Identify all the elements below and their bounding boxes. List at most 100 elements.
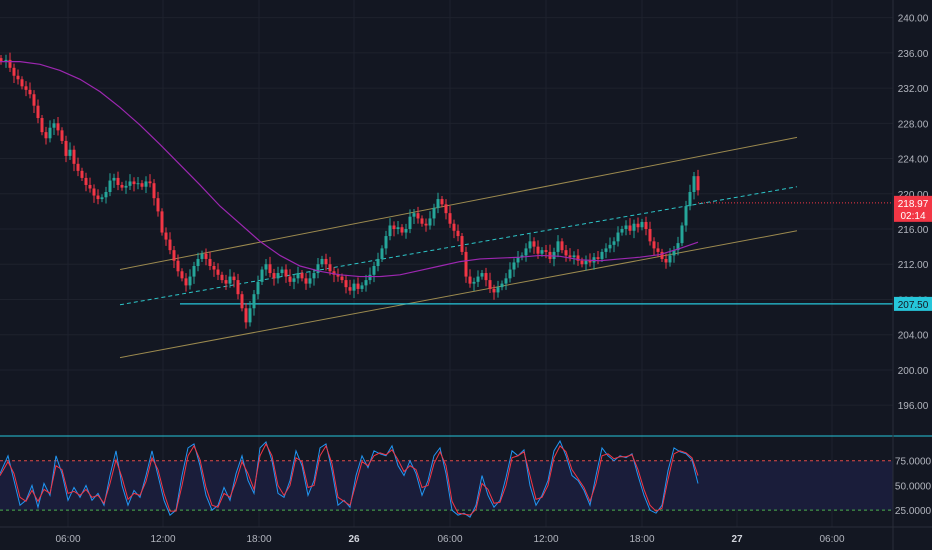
candle[interactable] xyxy=(500,280,504,291)
candle[interactable] xyxy=(188,269,192,290)
candle[interactable] xyxy=(164,227,168,246)
candle[interactable] xyxy=(256,275,260,300)
candle[interactable] xyxy=(168,232,172,255)
candle[interactable] xyxy=(180,268,184,282)
candle[interactable] xyxy=(660,248,664,263)
candle[interactable] xyxy=(504,273,508,290)
candle[interactable] xyxy=(468,269,472,288)
candle[interactable] xyxy=(392,221,396,237)
candle[interactable] xyxy=(472,277,476,291)
candle[interactable] xyxy=(616,226,620,247)
candle[interactable] xyxy=(684,200,688,232)
candle[interactable] xyxy=(140,180,144,190)
candle[interactable] xyxy=(400,224,404,236)
channel-upper-line[interactable] xyxy=(119,136,798,271)
candle[interactable] xyxy=(664,253,668,269)
time-axis[interactable]: 06:00 12:00 18:00 26 06:00 12:00 18:00 27 06:00 xyxy=(55,534,844,545)
candle[interactable] xyxy=(64,135,68,163)
candle[interactable] xyxy=(192,261,196,284)
candle[interactable] xyxy=(632,219,636,239)
candle[interactable] xyxy=(336,268,340,282)
candle[interactable] xyxy=(408,209,412,234)
candle[interactable] xyxy=(0,55,3,65)
candle[interactable] xyxy=(496,280,500,298)
candle[interactable] xyxy=(32,90,36,114)
candle[interactable] xyxy=(608,237,612,253)
candle[interactable] xyxy=(36,99,40,124)
candle[interactable] xyxy=(696,169,700,196)
candle[interactable] xyxy=(428,211,432,230)
candle[interactable] xyxy=(56,117,60,136)
candle[interactable] xyxy=(356,277,360,295)
candle[interactable] xyxy=(492,284,496,300)
candle[interactable] xyxy=(128,174,132,190)
candle[interactable] xyxy=(324,253,328,271)
candle[interactable] xyxy=(316,257,320,279)
candle[interactable] xyxy=(216,263,220,281)
stochastic-axis[interactable]: 25.0000 50.0000 75.0000 xyxy=(895,457,932,517)
candle[interactable] xyxy=(464,246,468,283)
candle[interactable] xyxy=(280,266,284,277)
candle[interactable] xyxy=(432,203,436,226)
candle[interactable] xyxy=(480,269,484,280)
candle[interactable] xyxy=(628,218,632,235)
channel-lower-line[interactable] xyxy=(119,230,798,359)
candle[interactable] xyxy=(348,279,352,295)
candle[interactable] xyxy=(308,271,312,288)
candle[interactable] xyxy=(72,145,76,172)
candle[interactable] xyxy=(624,220,628,236)
candle[interactable] xyxy=(40,114,44,136)
candle[interactable] xyxy=(260,266,264,285)
candle[interactable] xyxy=(448,205,452,228)
candle[interactable] xyxy=(84,172,88,192)
candle[interactable] xyxy=(604,243,608,259)
candle[interactable] xyxy=(444,199,448,220)
candle[interactable] xyxy=(532,237,536,254)
candle[interactable] xyxy=(596,250,600,265)
candle[interactable] xyxy=(304,273,308,290)
candle[interactable] xyxy=(224,274,228,290)
candle[interactable] xyxy=(104,186,108,204)
candle[interactable] xyxy=(120,181,124,191)
candle[interactable] xyxy=(320,255,324,268)
candle[interactable] xyxy=(580,257,584,268)
candle[interactable] xyxy=(268,256,272,278)
candle[interactable] xyxy=(524,243,528,262)
candle[interactable] xyxy=(556,235,560,258)
stochastic-k-line[interactable] xyxy=(0,439,699,518)
candle[interactable] xyxy=(248,300,252,327)
candle[interactable] xyxy=(264,259,268,276)
candle[interactable] xyxy=(352,279,356,298)
candle[interactable] xyxy=(24,81,28,97)
candle[interactable] xyxy=(620,225,624,236)
channel-middle-line[interactable] xyxy=(119,186,798,306)
candle[interactable] xyxy=(612,237,616,253)
candle[interactable] xyxy=(476,270,480,288)
candle[interactable] xyxy=(220,271,224,284)
candle[interactable] xyxy=(116,171,120,191)
candle[interactable] xyxy=(108,173,112,197)
candle[interactable] xyxy=(288,269,292,286)
candle[interactable] xyxy=(648,221,652,246)
candle[interactable] xyxy=(208,251,212,271)
candle[interactable] xyxy=(636,217,640,233)
candle[interactable] xyxy=(460,232,464,255)
candle[interactable] xyxy=(600,248,604,263)
candle[interactable] xyxy=(508,262,512,283)
candle[interactable] xyxy=(80,167,84,182)
candle[interactable] xyxy=(380,245,384,263)
candle[interactable] xyxy=(416,206,420,224)
candle[interactable] xyxy=(252,290,256,316)
candle[interactable] xyxy=(176,254,180,277)
candle[interactable] xyxy=(16,69,20,85)
candle[interactable] xyxy=(312,268,316,286)
candle[interactable] xyxy=(228,269,232,288)
candle[interactable] xyxy=(296,266,300,284)
candle[interactable] xyxy=(276,266,280,284)
candle[interactable] xyxy=(132,177,136,192)
candle[interactable] xyxy=(204,248,208,266)
moving-average-line[interactable] xyxy=(0,61,699,278)
candle[interactable] xyxy=(384,230,388,255)
candle[interactable] xyxy=(88,177,92,193)
candle[interactable] xyxy=(60,127,64,145)
